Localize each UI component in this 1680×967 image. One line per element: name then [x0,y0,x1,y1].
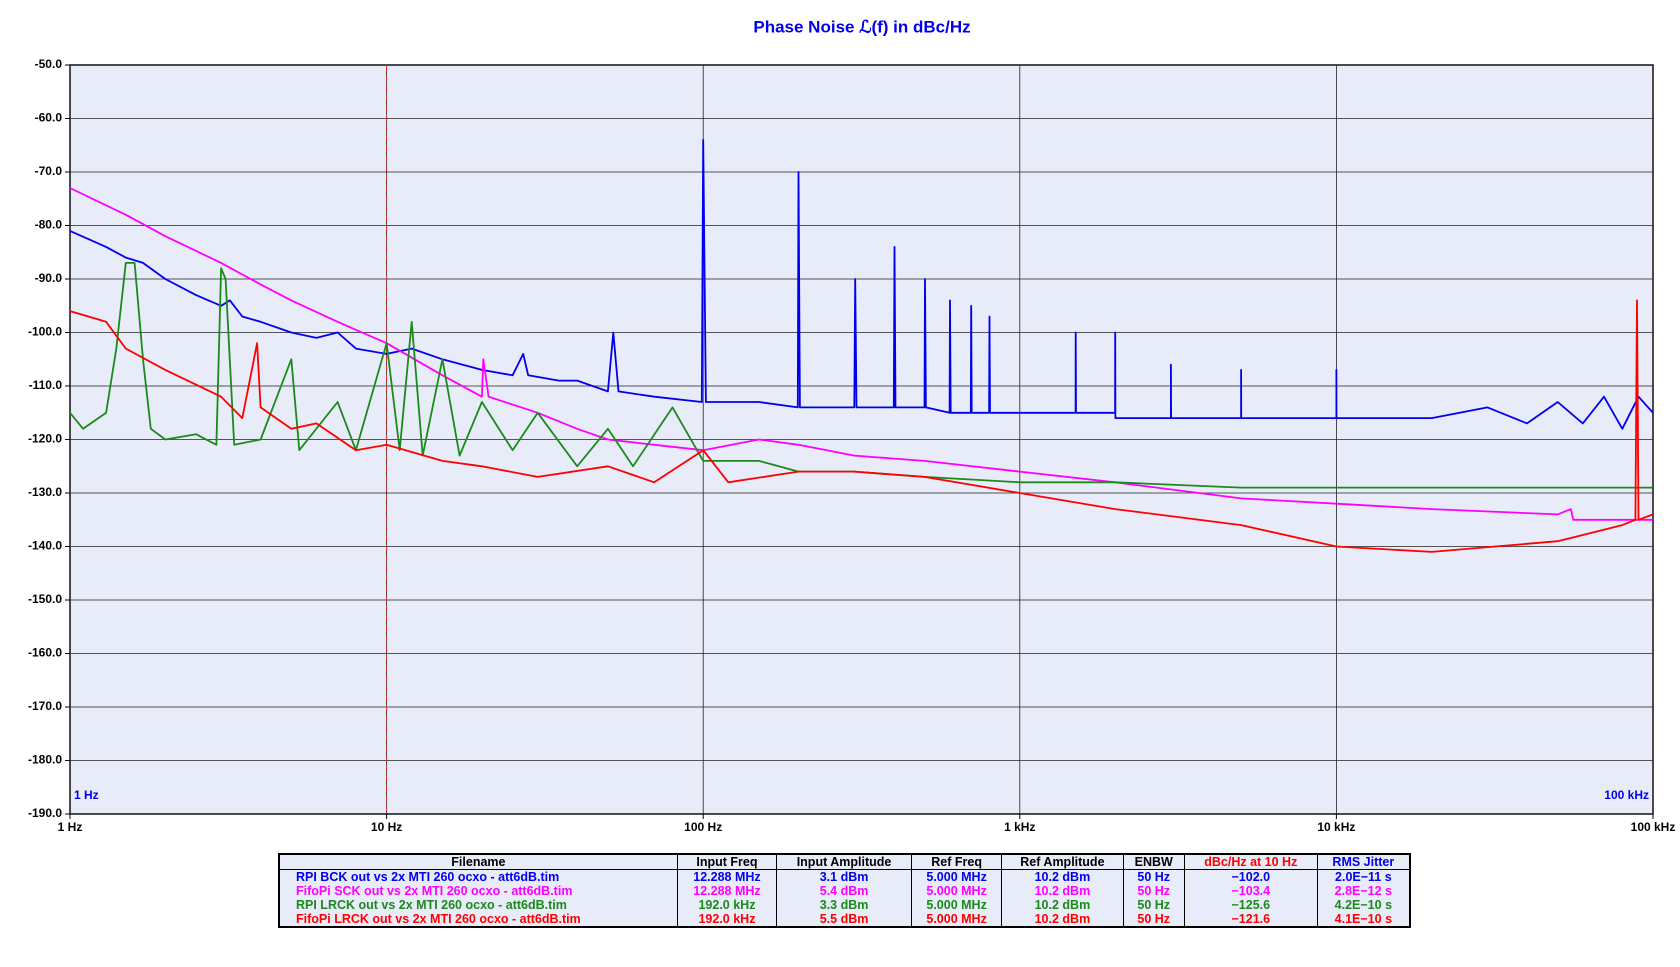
corner-label: 1 Hz [74,788,99,802]
table-header-cell: Ref Amplitude [1001,854,1124,870]
table-header: Filename Input Freq Input Amplitude Ref Fre… [278,854,1410,870]
series-line [69,299,1654,553]
y-tick-label: -90.0 [35,271,63,285]
legend-entry: RPI LRCK out vs 2x MTI 260 ocxo - att6dB… [278,898,678,912]
table-cell: 2.0E−11 s [1316,869,1410,884]
table-header-cell: Input Freq [676,854,777,870]
table-cell: 192.0 kHz [676,898,777,912]
table-cell: 5.4 dBm [776,884,912,898]
y-tick-label: -80.0 [35,218,63,232]
y-tick-label: -140.0 [28,539,62,553]
legend-entry: RPI BCK out vs 2x MTI 260 ocxo - att6dB.… [278,869,678,884]
table-cell: 192.0 kHz [676,912,777,927]
table-cell: 12.288 MHz [676,884,777,898]
y-tick-label: -170.0 [28,699,62,713]
table-cell: 3.1 dBm [776,869,912,884]
table-header-cell: Ref Freq [910,854,1002,870]
x-tick-label: 10 Hz [371,820,402,834]
table-cell: 50 Hz [1122,912,1185,927]
table-cell: 10.2 dBm [1001,912,1124,927]
y-tick-label: -50.0 [35,57,63,71]
legend-entry: FifoPi LRCK out vs 2x MTI 260 ocxo - att… [278,912,678,927]
y-tick-label: -180.0 [28,753,62,767]
table-row: FifoPi SCK out vs 2x MTI 260 ocxo - att6… [278,884,1410,898]
table-cell: 4.2E−10 s [1316,898,1410,912]
table-cell: 10.2 dBm [1001,869,1124,884]
table-header-cell: RMS Jitter [1316,854,1410,870]
y-tick-label: -70.0 [35,164,63,178]
table-cell: 50 Hz [1122,898,1185,912]
table-cell: −103.4 [1183,884,1318,898]
series-line [69,139,1654,430]
table-header-cell: dBc/Hz at 10 Hz [1183,854,1318,870]
y-tick-label: -160.0 [28,646,62,660]
table-cell: 3.3 dBm [776,898,912,912]
y-tick-label: -120.0 [28,432,62,446]
x-tick-label: 1 kHz [1004,820,1035,834]
y-tick-label: -60.0 [35,111,63,125]
table-cell: −125.6 [1183,898,1318,912]
series-line [69,187,1653,521]
table-cell: 5.5 dBm [776,912,912,927]
table-cell: 12.288 MHz [676,869,777,884]
table-cell: 5.000 MHz [910,869,1002,884]
table-cell: 10.2 dBm [1001,884,1124,898]
table-cell: 5.000 MHz [910,884,1002,898]
summary-table: Filename Input Freq Input Amplitude Ref Fre… [278,853,1411,928]
table-cell: 5.000 MHz [910,898,1002,912]
y-tick-label: -100.0 [28,325,62,339]
legend-entry: FifoPi SCK out vs 2x MTI 260 ocxo - att6… [278,884,678,898]
table-row: FifoPi LRCK out vs 2x MTI 260 ocxo - att… [278,912,1410,927]
chart: Phase Noise ℒ(f) in dBc/Hz -50.0 -60.0 -70… [28,17,1676,834]
x-tick-label: 100 kHz [1631,820,1676,834]
y-tick-label: -130.0 [28,485,62,499]
y-tick-label: -110.0 [29,378,63,392]
table-cell: 2.8E−12 s [1316,884,1410,898]
table-header-cell: ENBW [1122,854,1185,870]
table-cell: −102.0 [1183,869,1318,884]
table-cell: 4.1E−10 s [1316,912,1410,927]
table-row: RPI BCK out vs 2x MTI 260 ocxo - att6dB.… [278,869,1410,884]
y-tick-label: -190.0 [28,806,62,820]
table-cell: 50 Hz [1122,884,1185,898]
table-header-cell: Filename [278,854,678,870]
x-tick-label: 1 Hz [58,820,83,834]
chart-title: Phase Noise ℒ(f) in dBc/Hz [753,17,970,36]
corner-label: 100 kHz [1604,788,1649,802]
x-tick-label: 100 Hz [684,820,722,834]
y-tick-label: -150.0 [28,592,62,606]
table-cell: 50 Hz [1122,869,1185,884]
x-tick-label: 10 kHz [1317,820,1355,834]
table-header-cell: Input Amplitude [776,854,912,870]
table-row: RPI LRCK out vs 2x MTI 260 ocxo - att6dB… [278,898,1410,912]
table-cell: 10.2 dBm [1001,898,1124,912]
table-cell: −121.6 [1183,912,1318,927]
table-cell: 5.000 MHz [910,912,1002,927]
